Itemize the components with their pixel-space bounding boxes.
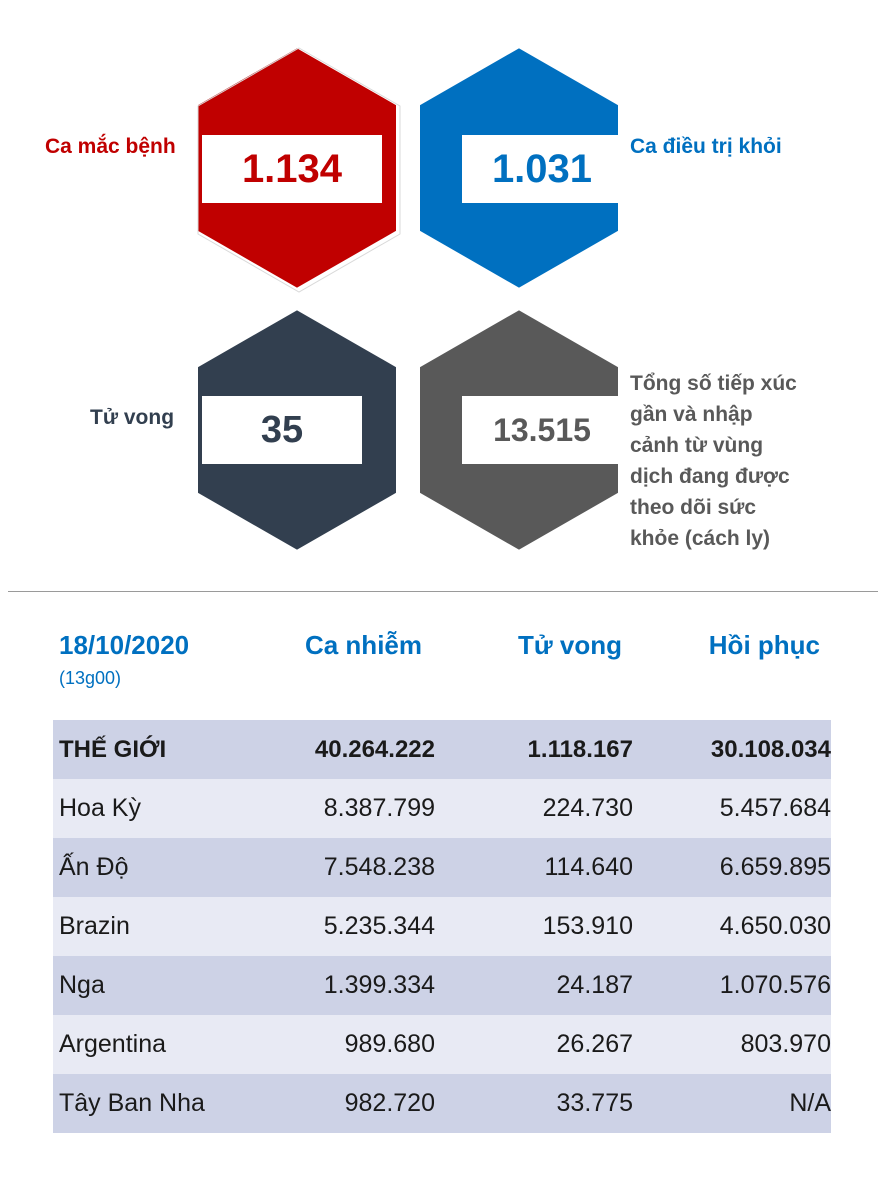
monitored-label: Tổng số tiếp xúc gần và nhập cảnh từ vùn… [630,368,797,554]
deaths-cell: 1.118.167 [435,720,633,779]
recovered-cell: N/A [633,1074,831,1133]
monitored-hexagon: 13.515 [414,304,624,555]
recovered-hexagon-shape [416,43,622,293]
header-cases: Ca nhiễm [304,630,422,660]
recovered-label: Ca điều trị khỏi [630,135,782,158]
country-cell: Hoa Kỳ [53,779,269,838]
cases-cell: 40.264.222 [269,720,435,779]
monitored-label-line: theo dõi sức [630,496,757,519]
recovered-cell: 6.659.895 [633,838,831,897]
recovered-cell: 803.970 [633,1015,831,1074]
country-cell: Brazin [53,897,269,956]
stats-table: THẾ GIỚI 40.264.222 1.118.167 30.108.034… [53,720,831,1133]
recovered-cell: 4.650.030 [633,897,831,956]
deaths-cell: 114.640 [435,838,633,897]
deaths-cell: 224.730 [435,779,633,838]
cases-cell: 989.680 [269,1015,435,1074]
deaths-cell: 33.775 [435,1074,633,1133]
table-row: Tây Ban Nha 982.720 33.775 N/A [53,1074,831,1133]
cases-cell: 7.548.238 [269,838,435,897]
deaths-label: Tử vong [90,406,175,429]
country-cell: Argentina [53,1015,269,1074]
header-deaths: Tử vong [517,630,622,660]
cases-cell: 1.399.334 [269,956,435,1015]
country-cell: Tây Ban Nha [53,1074,269,1133]
cases-label: Ca mắc bệnh [45,135,176,158]
cases-cell: 5.235.344 [269,897,435,956]
recovered-cell: 30.108.034 [633,720,831,779]
table-row: Argentina 989.680 26.267 803.970 [53,1015,831,1074]
table-row-world: THẾ GIỚI 40.264.222 1.118.167 30.108.034 [53,720,831,779]
deaths-value: 35 [260,408,304,451]
deaths-cell: 26.267 [435,1015,633,1074]
monitored-label-line: Tổng số tiếp xúc [630,372,797,395]
recovered-hexagon: 1.031 [414,42,624,293]
table-date: 18/10/2020 [59,630,190,660]
table-row: Brazin 5.235.344 153.910 4.650.030 [53,897,831,956]
section-divider [8,591,878,592]
monitored-hexagon-shape [416,305,622,555]
cases-hexagon: 1.134 [192,42,402,293]
recovered-cell: 5.457.684 [633,779,831,838]
recovered-value: 1.031 [491,146,593,191]
cases-cell: 982.720 [269,1074,435,1133]
header-recovered: Hồi phục [708,630,820,660]
cases-cell: 8.387.799 [269,779,435,838]
table-time: (13g00) [59,668,122,688]
table-row: Ấn Độ 7.548.238 114.640 6.659.895 [53,838,831,897]
country-cell: Ấn Độ [53,838,269,897]
table-row: Hoa Kỳ 8.387.799 224.730 5.457.684 [53,779,831,838]
deaths-hexagon-shape [194,305,400,555]
deaths-cell: 153.910 [435,897,633,956]
deaths-hexagon: 35 [192,304,402,555]
deaths-cell: 24.187 [435,956,633,1015]
country-cell: THẾ GIỚI [53,720,269,779]
recovered-cell: 1.070.576 [633,956,831,1015]
cases-value: 1.134 [241,146,343,191]
table-row: Nga 1.399.334 24.187 1.070.576 [53,956,831,1015]
monitored-label-line: gần và nhập [630,403,753,426]
country-cell: Nga [53,956,269,1015]
cases-hexagon-shape [194,43,401,293]
monitored-label-line: dịch đang được [630,465,790,488]
monitored-label-line: khỏe (cách ly) [630,527,771,550]
monitored-label-line: cảnh từ vùng [630,434,764,457]
monitored-value: 13.515 [493,411,591,448]
